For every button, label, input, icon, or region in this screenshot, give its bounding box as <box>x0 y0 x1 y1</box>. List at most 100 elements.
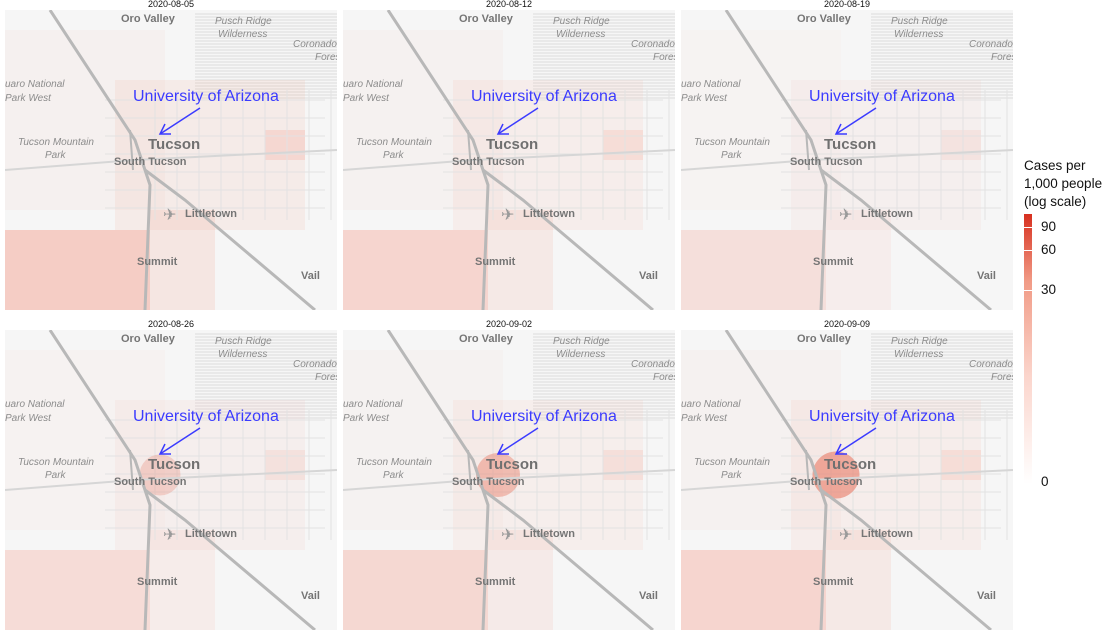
label-coronado: Coronado N <box>969 359 1013 370</box>
label-littletown: Littletown <box>523 208 575 220</box>
label-coronado: Coronado N <box>631 39 675 50</box>
label-summit: Summit <box>475 256 516 268</box>
legend-color-bar <box>1024 214 1032 484</box>
label-oro-valley: Oro Valley <box>121 13 175 25</box>
label-tucson-mountain: Tucson Mountain <box>694 457 770 468</box>
legend-tickmark <box>1024 290 1032 291</box>
label-wilderness: Wilderness <box>218 29 268 40</box>
street-grid <box>443 90 670 220</box>
legend-title-line-1: Cases per <box>1024 158 1086 173</box>
annotation-university-of-arizona: University of Arizona <box>133 88 279 105</box>
legend-title-line-2: 1,000 people <box>1024 176 1103 191</box>
label-forest: Fores <box>653 52 675 63</box>
label-oro-valley: Oro Valley <box>121 333 175 345</box>
label-tucson-mountain: Tucson Mountain <box>356 137 432 148</box>
label-summit: Summit <box>813 576 854 588</box>
label-tucson: Tucson <box>486 136 539 153</box>
choropleth-map[interactable]: ✈ Oro Valley Pusch Ridge Wilderness Coro… <box>681 10 1013 310</box>
legend-tick-90: 90 <box>1041 219 1057 234</box>
label-littletown: Littletown <box>861 528 913 540</box>
map-panel: 2020-08-19 ✈ Oro Valley Pu <box>681 0 1013 320</box>
label-vail: Vail <box>639 270 658 282</box>
wilderness-hatch <box>871 13 1013 99</box>
map-panel: 2020-08-05 ✈ Oro Valley Pu <box>5 0 337 320</box>
label-park-west: Park West <box>343 93 389 104</box>
legend-tick-0: 0 <box>1041 474 1049 489</box>
label-littletown: Littletown <box>861 208 913 220</box>
label-park-west: Park West <box>681 93 727 104</box>
choropleth-map[interactable]: ✈ Oro Valley Pusch Ridge Wilderness Coro… <box>343 330 675 630</box>
legend-title-line-3: (log scale) <box>1024 194 1087 209</box>
label-pusch-ridge: Pusch Ridge <box>553 336 610 347</box>
label-wilderness: Wilderness <box>218 349 268 360</box>
map-graphics: ✈ <box>343 330 675 630</box>
label-vail: Vail <box>977 270 996 282</box>
map-panel: 2020-09-02 ✈ Oro Valley Pu <box>343 320 675 640</box>
map-graphics: ✈ <box>343 10 675 310</box>
label-vail: Vail <box>301 590 320 602</box>
label-pusch-ridge: Pusch Ridge <box>215 16 272 27</box>
label-forest: Fores <box>315 52 337 63</box>
label-south-tucson: South Tucson <box>790 156 863 168</box>
label-saguaro: uaro National <box>5 79 65 90</box>
label-wilderness: Wilderness <box>894 29 944 40</box>
wilderness-hatch <box>533 13 675 99</box>
choropleth-map[interactable]: ✈ Oro Valley Pusch Ridge Wilderness Coro… <box>681 330 1013 630</box>
label-saguaro: uaro National <box>343 399 403 410</box>
street-grid <box>105 410 332 540</box>
label-tucson-mountain-park: Park <box>721 150 742 161</box>
legend-tick-30: 30 <box>1041 282 1057 297</box>
legend-tickmark <box>1024 250 1032 251</box>
annotation-university-of-arizona: University of Arizona <box>809 88 955 105</box>
annotation-university-of-arizona: University of Arizona <box>133 408 279 425</box>
panel-date: 2020-09-09 <box>823 319 871 329</box>
label-wilderness: Wilderness <box>556 29 606 40</box>
label-south-tucson: South Tucson <box>114 476 187 488</box>
label-tucson: Tucson <box>148 136 201 153</box>
label-saguaro: uaro National <box>343 79 403 90</box>
wilderness-hatch <box>533 333 675 419</box>
choropleth-map[interactable]: ✈ Oro Valley Pusch Ridge Wilderness Coro… <box>5 10 337 310</box>
label-pusch-ridge: Pusch Ridge <box>553 16 610 27</box>
wilderness-hatch <box>871 333 1013 419</box>
svg-text:✈: ✈ <box>163 205 176 224</box>
panel-date: 2020-08-26 <box>147 319 195 329</box>
label-coronado: Coronado N <box>293 359 337 370</box>
label-tucson: Tucson <box>148 456 201 473</box>
label-tucson-mountain-park: Park <box>45 470 66 481</box>
label-oro-valley: Oro Valley <box>797 13 851 25</box>
choropleth-map[interactable]: ✈ Oro Valley Pusch Ridge Wilderness Coro… <box>343 10 675 310</box>
label-oro-valley: Oro Valley <box>459 13 513 25</box>
label-tucson-mountain: Tucson Mountain <box>356 457 432 468</box>
label-park-west: Park West <box>681 413 727 424</box>
label-pusch-ridge: Pusch Ridge <box>891 336 948 347</box>
panel-date: 2020-09-02 <box>485 319 533 329</box>
label-littletown: Littletown <box>185 528 237 540</box>
map-panel: 2020-08-12 ✈ Oro Valley Pu <box>343 0 675 320</box>
choropleth-map[interactable]: ✈ Oro Valley Pusch Ridge Wilderness Coro… <box>5 330 337 630</box>
label-south-tucson: South Tucson <box>790 476 863 488</box>
svg-text:✈: ✈ <box>501 205 514 224</box>
label-tucson: Tucson <box>486 456 539 473</box>
label-vail: Vail <box>977 590 996 602</box>
label-wilderness: Wilderness <box>894 349 944 360</box>
label-vail: Vail <box>301 270 320 282</box>
label-south-tucson: South Tucson <box>114 156 187 168</box>
label-park-west: Park West <box>5 413 51 424</box>
svg-text:✈: ✈ <box>501 525 514 544</box>
legend-tick-60: 60 <box>1041 242 1057 257</box>
svg-text:✈: ✈ <box>839 205 852 224</box>
label-saguaro: uaro National <box>681 399 741 410</box>
label-saguaro: uaro National <box>681 79 741 90</box>
label-tucson-mountain-park: Park <box>45 150 66 161</box>
label-oro-valley: Oro Valley <box>797 333 851 345</box>
label-pusch-ridge: Pusch Ridge <box>215 336 272 347</box>
label-tucson-mountain: Tucson Mountain <box>18 137 94 148</box>
annotation-university-of-arizona: University of Arizona <box>809 408 955 425</box>
label-park-west: Park West <box>5 93 51 104</box>
label-summit: Summit <box>137 576 178 588</box>
label-forest: Fores <box>315 372 337 383</box>
label-pusch-ridge: Pusch Ridge <box>891 16 948 27</box>
label-littletown: Littletown <box>523 528 575 540</box>
panel-date: 2020-08-05 <box>147 0 195 9</box>
